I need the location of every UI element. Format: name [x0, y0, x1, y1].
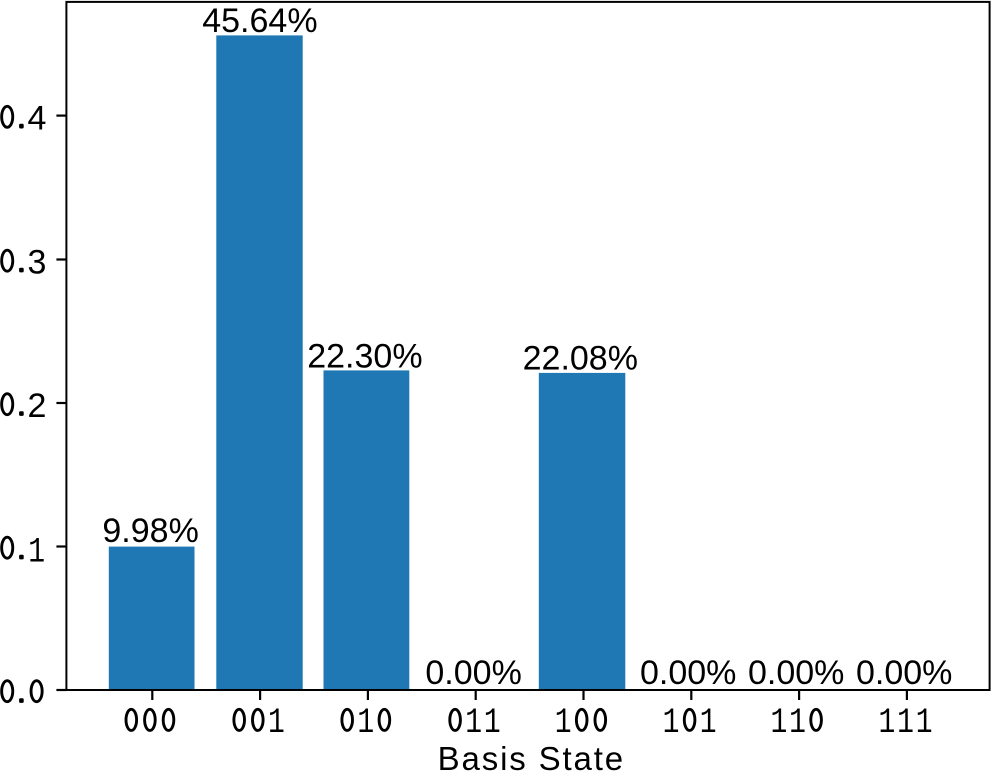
svg-text:1: 1 [357, 703, 374, 743]
svg-text:1: 1 [268, 703, 285, 743]
svg-text:4: 4 [27, 100, 46, 138]
svg-text:1: 1 [663, 703, 680, 743]
svg-text:3: 3 [27, 244, 46, 282]
svg-text:22.30%: 22.30% [307, 338, 422, 376]
svg-text:1: 1 [771, 703, 788, 743]
svg-text:22.08%: 22.08% [523, 339, 638, 377]
svg-text:0.00%: 0.00% [640, 654, 736, 692]
svg-text:0.00%: 0.00% [856, 654, 952, 692]
svg-text:Basis State: Basis State [438, 740, 625, 773]
svg-text:0.00%: 0.00% [748, 654, 844, 692]
svg-text:1: 1 [897, 703, 914, 743]
svg-text:1: 1 [28, 533, 45, 573]
svg-text:2: 2 [27, 387, 46, 425]
svg-text:0.00%: 0.00% [425, 654, 521, 692]
svg-text:1: 1 [879, 703, 896, 743]
svg-text:1: 1 [555, 703, 572, 743]
svg-text:9.98%: 9.98% [102, 512, 198, 550]
svg-text:1: 1 [916, 703, 933, 743]
svg-text:1: 1 [465, 703, 482, 743]
svg-text:1: 1 [484, 703, 501, 743]
svg-text:45.64%: 45.64% [202, 2, 317, 40]
svg-text:1: 1 [789, 703, 806, 743]
svg-text:1: 1 [700, 703, 717, 743]
